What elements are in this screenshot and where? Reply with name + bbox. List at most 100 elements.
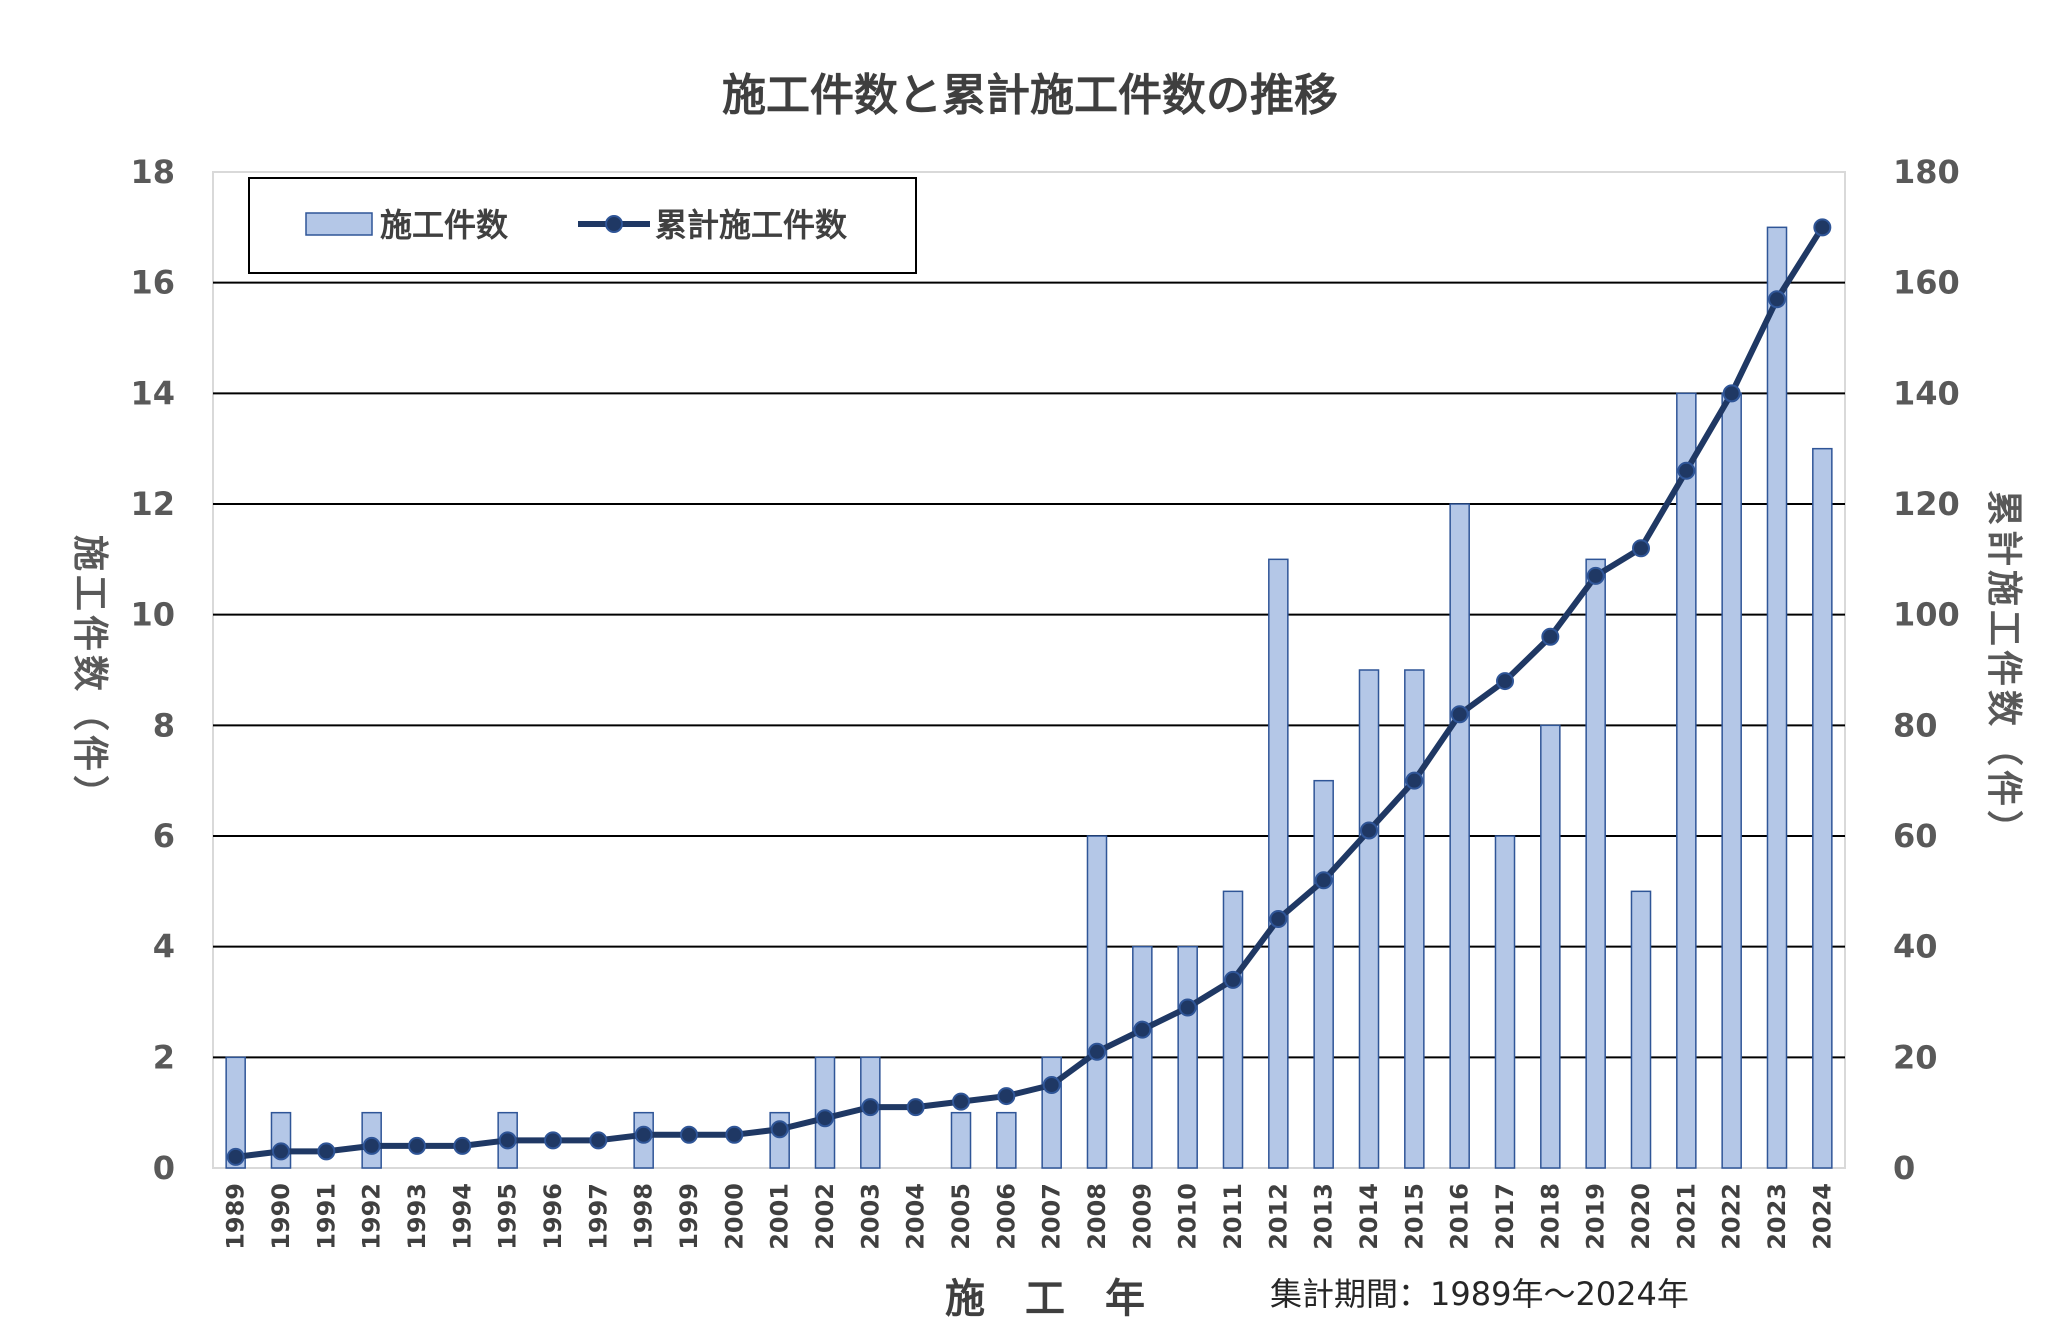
bar-2021	[1676, 392, 1697, 1169]
x-tick: 1999	[675, 1183, 703, 1250]
svg-text:施工件数（件）: 施工件数（件）	[69, 535, 110, 815]
bar-2005	[950, 1111, 972, 1169]
legend-line-marker	[605, 215, 623, 233]
point-2005	[952, 1092, 970, 1111]
point-1998	[634, 1125, 653, 1144]
x-tick: 1994	[448, 1183, 476, 1250]
x-tick: 2010	[1174, 1183, 1202, 1250]
point-2023	[1768, 290, 1786, 309]
point-2024	[1813, 218, 1832, 237]
y-tick-right: 80	[1893, 706, 1938, 744]
gridlines	[213, 281, 1845, 1059]
bar-2014	[1358, 669, 1380, 1169]
x-tick: 2020	[1627, 1183, 1655, 1250]
y-tick-left: 10	[130, 596, 175, 634]
bar-2019	[1585, 558, 1606, 1169]
x-tick: 2018	[1536, 1183, 1564, 1250]
y-tick-right: 40	[1893, 928, 1938, 966]
x-axis-label: 施 工 年	[945, 1276, 1145, 1322]
bar-2011	[1222, 890, 1244, 1169]
bar-2016	[1449, 503, 1470, 1169]
y-tick-right: 180	[1893, 153, 1960, 191]
svg-text:累計施工件数（件）: 累計施工件数（件）	[1983, 490, 2024, 850]
x-tick: 2021	[1672, 1183, 1700, 1250]
legend-bar-swatch	[305, 212, 373, 236]
bar-2012	[1268, 558, 1289, 1169]
y-tick-left: 0	[153, 1149, 175, 1187]
bar-2020	[1630, 890, 1652, 1169]
bar-2008	[1086, 835, 1108, 1169]
x-tick: 2006	[992, 1183, 1020, 1250]
x-tick: 2000	[720, 1183, 748, 1250]
point-1992	[362, 1136, 381, 1155]
y-tick-left: 14	[130, 374, 175, 412]
bar-2024	[1812, 447, 1833, 1169]
left-axis-ticks: 0 2 4 6 8 10 12 14 16 18	[130, 153, 175, 1187]
x-tick: 2005	[947, 1183, 975, 1250]
point-2019	[1586, 566, 1605, 585]
y-tick-left: 2	[153, 1038, 175, 1076]
y-tick-right: 20	[1893, 1038, 1938, 1076]
x-tick: 2013	[1310, 1183, 1338, 1250]
period-note: 集計期間：1989年～2024年	[1270, 1275, 1689, 1313]
line-series-累計施工件数	[226, 218, 1832, 1166]
point-2004	[906, 1098, 925, 1117]
point-1999	[680, 1125, 698, 1144]
x-tick: 1989	[222, 1183, 250, 1250]
y-tick-right: 120	[1893, 485, 1960, 523]
point-2018	[1541, 627, 1560, 646]
point-1991	[317, 1142, 336, 1161]
point-2008	[1088, 1042, 1106, 1061]
point-2012	[1269, 910, 1288, 928]
y-axis-label-left: 施工件数（件）	[69, 535, 110, 815]
point-2014	[1360, 821, 1378, 840]
x-tick: 1995	[494, 1183, 522, 1250]
y-tick-right: 100	[1893, 596, 1960, 634]
x-tick: 2003	[856, 1183, 884, 1250]
bar-1989	[225, 1056, 246, 1169]
y-tick-left: 18	[130, 153, 175, 191]
point-2015	[1405, 771, 1424, 790]
cumulative-line	[235, 225, 1825, 1160]
point-2021	[1677, 461, 1696, 480]
x-tick: 2014	[1355, 1183, 1383, 1250]
bar-2017	[1494, 835, 1516, 1169]
legend-label-bar: 施工件数	[380, 206, 509, 244]
x-tick: 1996	[539, 1183, 567, 1250]
x-tick: 2002	[811, 1183, 839, 1250]
x-tick: 1990	[267, 1183, 295, 1250]
point-1997	[589, 1131, 608, 1150]
point-2002	[816, 1109, 834, 1128]
point-2010	[1178, 998, 1197, 1017]
chart-title: 施工件数と累計施工件数の推移	[722, 70, 1338, 121]
point-1994	[453, 1136, 472, 1155]
x-tick: 2017	[1491, 1183, 1519, 1250]
point-2000	[725, 1125, 744, 1144]
x-tick: 2023	[1763, 1183, 1791, 1250]
bar-2007	[1041, 1056, 1062, 1169]
bar-2023	[1766, 226, 1788, 1169]
legend: 施工件数 累計施工件数	[248, 177, 917, 274]
x-axis-ticks: 1989 1990 1991 1992 1993 1994 1995 1996 1997 1998…	[222, 1183, 1837, 1250]
point-2016	[1450, 705, 1469, 724]
y-tick-left: 16	[130, 264, 175, 302]
point-1995	[498, 1131, 517, 1150]
x-tick: 1991	[312, 1183, 340, 1250]
x-tick: 2016	[1446, 1183, 1474, 1250]
x-tick: 2004	[902, 1183, 930, 1250]
x-tick: 1992	[358, 1183, 386, 1250]
point-2013	[1314, 871, 1333, 890]
y-tick-left: 4	[153, 928, 175, 966]
x-tick: 2008	[1083, 1183, 1111, 1250]
point-1989	[226, 1147, 245, 1166]
plot-area	[212, 171, 1846, 1169]
bar-2006	[996, 1111, 1017, 1169]
x-tick: 2012	[1264, 1183, 1292, 1250]
bar-2018	[1540, 724, 1561, 1169]
y-axis-label-right: 累計施工件数（件）	[1983, 490, 2024, 850]
x-tick: 2007	[1038, 1183, 1066, 1250]
y-tick-left: 8	[153, 706, 175, 744]
x-tick: 2015	[1400, 1183, 1428, 1250]
bar-2010	[1177, 945, 1198, 1169]
